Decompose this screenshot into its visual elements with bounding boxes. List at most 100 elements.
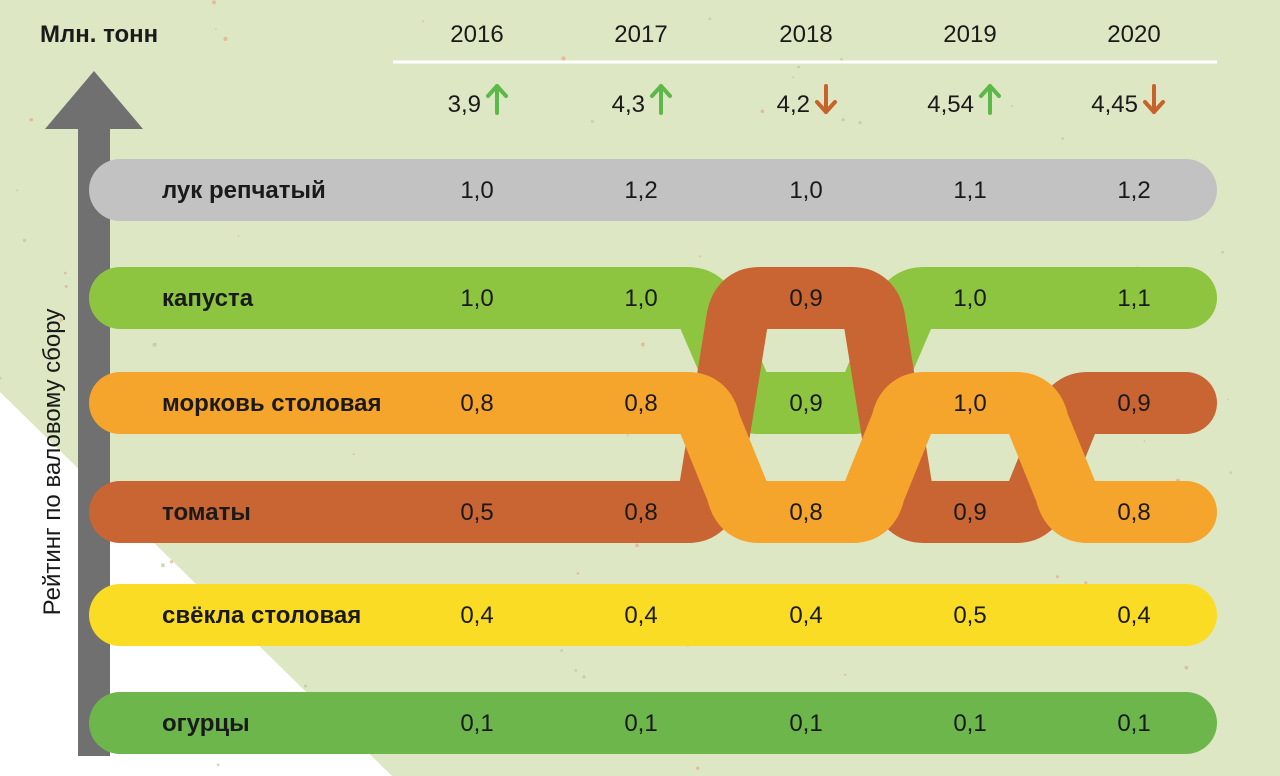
trend-up-arrow-icon [486, 84, 508, 115]
value-onion: 1,0 [789, 177, 822, 204]
unit-label: Млн. тонн [40, 21, 158, 48]
value-onion: 1,1 [953, 177, 986, 204]
speckle [582, 675, 586, 679]
speckle [792, 76, 794, 79]
band-start-cabbage [120, 267, 180, 329]
speckle [1055, 575, 1059, 579]
speckle [576, 572, 580, 575]
speckle [631, 39, 634, 42]
total-value: 4,45 [1091, 91, 1138, 118]
value-onion: 1,2 [624, 177, 657, 204]
band-start-beet [120, 584, 180, 646]
speckle [797, 65, 801, 69]
value-beet: 0,4 [624, 602, 657, 629]
speckle [59, 318, 63, 322]
value-tomato: 0,9 [789, 285, 822, 312]
speckle [152, 342, 157, 347]
axis-arrow-shaft [78, 126, 110, 756]
band-start-onion [120, 159, 180, 221]
speckle [574, 669, 578, 672]
speckle [16, 189, 19, 192]
speckle [626, 434, 629, 437]
speckle [160, 563, 165, 568]
value-cabbage: 1,0 [953, 285, 986, 312]
value-beet: 0,4 [789, 602, 822, 629]
value-beet: 0,4 [460, 602, 493, 629]
value-carrot: 0,8 [1117, 499, 1150, 526]
speckle [223, 36, 228, 42]
band-start-carrot [120, 372, 180, 434]
speckle [422, 20, 425, 23]
trend-up-arrow-icon [979, 84, 1001, 115]
speckle [1221, 250, 1224, 254]
series-name-cucumber: огурцы [162, 710, 250, 737]
total-value: 4,3 [612, 91, 645, 118]
series-name-beet: свёкла столовая [162, 602, 361, 629]
speckle [352, 453, 355, 456]
value-carrot: 0,8 [789, 499, 822, 526]
total-value: 3,9 [448, 91, 481, 118]
speckle [212, 0, 216, 5]
speckle [560, 649, 564, 652]
band-carrot [89, 372, 1217, 543]
speckle [64, 271, 67, 275]
speckle [696, 766, 700, 770]
value-cucumber: 0,1 [1117, 710, 1150, 737]
speckle [1084, 581, 1088, 585]
value-carrot: 0,8 [624, 390, 657, 417]
year-headers: 2016 2017 2018 2019 2020 [450, 21, 1160, 48]
trend-down-arrow-icon [1143, 84, 1165, 114]
trend-up-arrow-icon [650, 84, 672, 115]
value-beet: 0,5 [953, 602, 986, 629]
axis-label: Рейтинг по валовому сбору [39, 309, 66, 616]
speckle [1184, 665, 1189, 670]
total-value: 4,2 [777, 91, 810, 118]
year-label: 2016 [450, 21, 503, 48]
value-onion: 1,2 [1117, 177, 1150, 204]
speckle [237, 235, 240, 237]
value-cucumber: 0,1 [789, 710, 822, 737]
value-cabbage: 1,0 [624, 285, 657, 312]
value-tomato: 0,5 [460, 499, 493, 526]
speckle [1061, 137, 1064, 140]
value-tomato: 0,9 [953, 499, 986, 526]
speckle [22, 238, 27, 243]
value-carrot: 0,8 [460, 390, 493, 417]
speckle [760, 109, 765, 114]
speckle [841, 117, 845, 122]
value-carrot: 1,0 [953, 390, 986, 417]
speckle [0, 376, 2, 380]
speckle [561, 56, 566, 61]
totals-row: 3,9 4,3 4,2 4,54 4,45 [448, 84, 1165, 118]
speckle [840, 57, 843, 61]
speckle [640, 342, 645, 347]
value-cucumber: 0,1 [624, 710, 657, 737]
speckle [699, 255, 702, 258]
value-labels: лук репчатый 1,0 1,2 1,0 1,1 1,2 капуста 1,0 1,0… [162, 177, 1151, 737]
series-name-carrot: морковь столовая [162, 390, 382, 417]
value-tomato: 0,9 [1117, 390, 1150, 417]
year-label: 2017 [614, 21, 667, 48]
series-name-tomato: томаты [162, 499, 251, 526]
speckle [1229, 471, 1233, 475]
value-cabbage: 1,0 [460, 285, 493, 312]
series-name-onion: лук репчатый [162, 177, 326, 204]
speckle [1010, 105, 1013, 107]
speckle [1227, 398, 1229, 401]
value-cucumber: 0,1 [460, 710, 493, 737]
value-cucumber: 0,1 [953, 710, 986, 737]
value-cabbage: 1,1 [1117, 285, 1150, 312]
speckle [1143, 440, 1146, 442]
speckle [858, 121, 862, 125]
value-tomato: 0,8 [624, 499, 657, 526]
band-cabbage [89, 267, 1217, 434]
year-label: 2018 [779, 21, 832, 48]
value-beet: 0,4 [1117, 602, 1150, 629]
speckle [590, 120, 594, 123]
value-onion: 1,0 [460, 177, 493, 204]
value-cabbage: 0,9 [789, 390, 822, 417]
speckle [169, 560, 174, 564]
total-value: 4,54 [927, 91, 974, 118]
year-label: 2019 [943, 21, 996, 48]
